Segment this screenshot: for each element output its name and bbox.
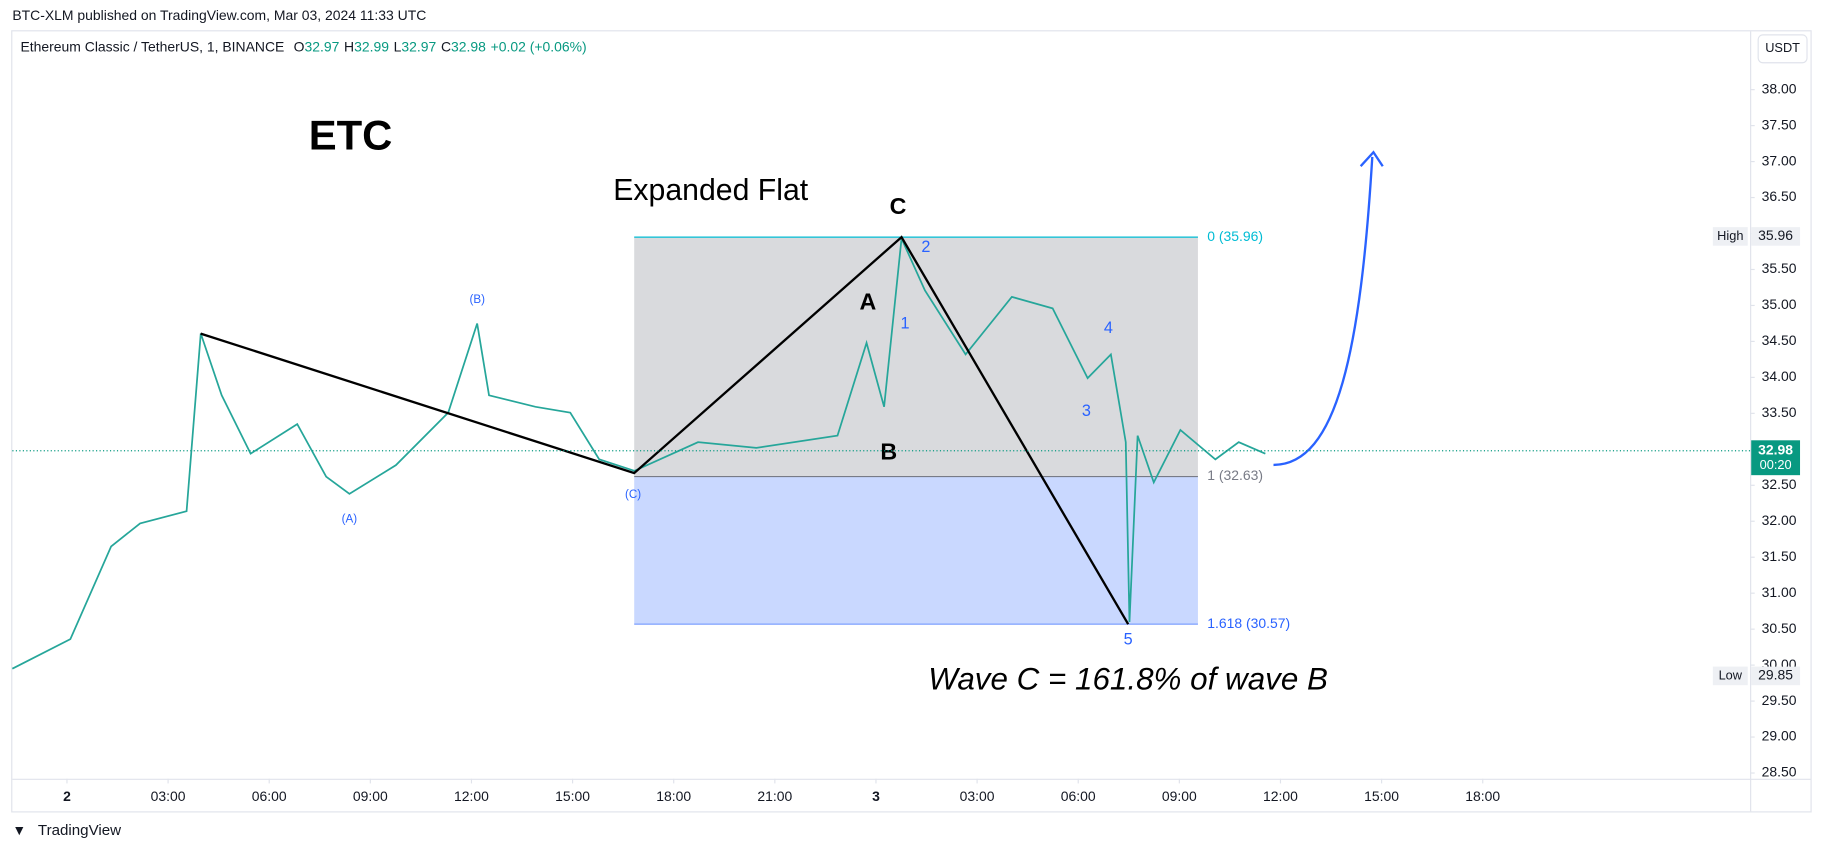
x-tick-label: 06:00 — [252, 788, 287, 804]
y-tick-label: 30.50 — [1762, 620, 1797, 636]
y-tick-label: 29.50 — [1762, 692, 1797, 708]
plot — [11, 235, 1266, 670]
fib-label: 0 (35.96) — [1207, 228, 1263, 244]
logo: ▼ — [12, 822, 26, 838]
x-tick-label: 12:00 — [1263, 788, 1298, 804]
price-line — [11, 235, 1266, 670]
y-tick-label: 37.00 — [1762, 152, 1797, 168]
y-tick-label: 29.00 — [1762, 728, 1797, 744]
sub-wave-label: 3 — [1082, 402, 1091, 420]
x-tick-label: 3 — [872, 788, 880, 804]
ohlc-value: 32.99 — [354, 38, 389, 54]
ohlc-key: L — [394, 38, 402, 54]
fib-zone — [634, 237, 1198, 477]
y-tick-label: 37.50 — [1762, 116, 1797, 132]
pattern-label: Expanded Flat — [613, 174, 808, 207]
x-tick-label: 15:00 — [1364, 788, 1399, 804]
high-box — [1751, 227, 1801, 246]
x-tick-label: 18:00 — [656, 788, 691, 804]
footer: TradingView — [38, 822, 121, 839]
y-tick-label: 38.00 — [1762, 80, 1797, 96]
y-tick-label: 33.50 — [1762, 404, 1797, 420]
x-tick-label: 03:00 — [960, 788, 995, 804]
symbol-legend: Ethereum Classic / TetherUS, 1, BINANCE O… — [20, 38, 586, 54]
high-label: High — [1717, 228, 1743, 243]
minor-wave-label: (A) — [342, 513, 358, 526]
published: BTC-XLM published on TradingView.com, Ma… — [12, 7, 426, 23]
x-tick-label: 21:00 — [757, 788, 792, 804]
y-tick-label: 36.50 — [1762, 188, 1797, 204]
minor-wave-label: (C) — [625, 488, 641, 501]
note: Wave C = 161.8% of wave B — [928, 661, 1328, 696]
arrow-head — [1359, 150, 1384, 168]
fib-zone — [634, 476, 1198, 625]
y-tick-label: 32.00 — [1762, 512, 1797, 528]
high-value: 35.96 — [1758, 227, 1793, 243]
minor-wave-label: (B) — [470, 293, 486, 306]
y-tick-label: 34.50 — [1762, 332, 1797, 348]
frame — [11, 30, 1812, 813]
x-tick-label: 06:00 — [1061, 788, 1096, 804]
sub-wave-label: 5 — [1124, 631, 1133, 649]
wave-line — [200, 235, 1130, 625]
fib-label: 1 (32.63) — [1207, 467, 1263, 483]
countdown: 00:20 — [1760, 457, 1792, 472]
currency[interactable]: USDT — [1765, 40, 1800, 55]
sub-wave-label: 4 — [1104, 319, 1113, 337]
change: +0.02 (+0.06%) — [491, 38, 587, 54]
high-tag — [1712, 227, 1748, 246]
last-price-box — [1751, 440, 1801, 476]
ohlc-key: H — [344, 38, 354, 54]
y-tick-label: 31.00 — [1762, 584, 1797, 600]
y-tick-label: 31.50 — [1762, 548, 1797, 564]
ohlc-key: C — [441, 38, 451, 54]
ohlc-key: O — [294, 38, 305, 54]
ohlc-value: 32.98 — [451, 38, 486, 54]
y-tick-label: 35.00 — [1762, 296, 1797, 312]
low-tag — [1712, 666, 1748, 686]
x-tick-label: 09:00 — [1162, 788, 1197, 804]
wave-label: B — [880, 438, 897, 464]
y-tick-label: 35.50 — [1762, 260, 1797, 276]
x-tick-label: 15:00 — [555, 788, 590, 804]
low-value: 29.85 — [1758, 667, 1793, 683]
y-tick-label: 32.50 — [1762, 476, 1797, 492]
ticker-label: ETC — [309, 111, 393, 158]
wave-label: A — [859, 289, 876, 315]
ohlc-value: 32.97 — [401, 38, 436, 54]
currency-button[interactable] — [1757, 34, 1808, 64]
low-label: Low — [1719, 667, 1743, 682]
x-tick-label: 18:00 — [1465, 788, 1500, 804]
sub-wave-label: 1 — [901, 315, 910, 333]
x-tick-label: 12:00 — [454, 788, 489, 804]
sub-wave-label: 2 — [921, 238, 930, 256]
symbol: Ethereum Classic / TetherUS, 1, BINANCE — [20, 38, 284, 54]
projection-arrow — [1273, 156, 1374, 467]
y-tick-label: 28.50 — [1762, 764, 1797, 780]
x-tick-label: 09:00 — [353, 788, 388, 804]
x-tick-label: 03:00 — [151, 788, 186, 804]
fib-label: 1.618 (30.57) — [1207, 615, 1290, 631]
wave-label: C — [890, 193, 907, 219]
x-tick-label: 2 — [63, 788, 71, 804]
ohlc-value: 32.97 — [304, 38, 339, 54]
last-price-label: 32.98 — [1758, 441, 1793, 457]
y-tick-label: 34.00 — [1762, 368, 1797, 384]
low-box — [1751, 666, 1801, 686]
